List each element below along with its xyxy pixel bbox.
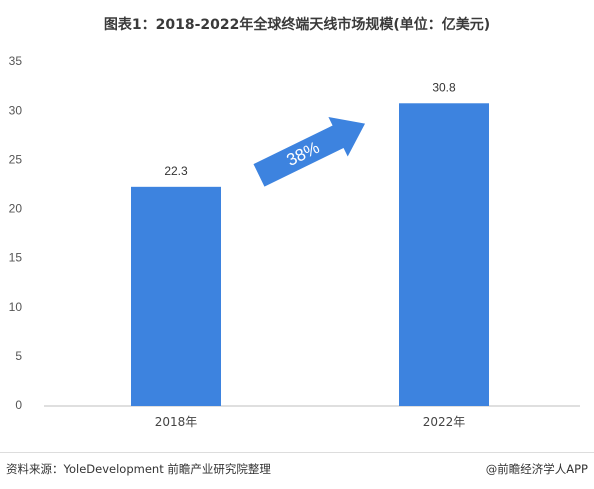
x-axis: 2018年 2022年	[155, 415, 466, 429]
y-tick-label: 30	[9, 103, 23, 117]
y-axis: 0 5 10 15 20 25 30 35	[9, 54, 23, 412]
data-label: 30.8	[432, 80, 456, 94]
brand-credit: @前瞻经济学人APP	[485, 462, 588, 476]
y-tick-label: 10	[9, 300, 23, 314]
y-tick-label: 35	[9, 54, 23, 68]
bars-group: 22.3 30.8	[131, 80, 489, 406]
growth-arrow-icon: 38%	[253, 116, 366, 187]
footer-divider	[0, 452, 594, 453]
y-tick-label: 15	[9, 251, 23, 265]
y-tick-label: 25	[9, 152, 23, 166]
y-tick-label: 20	[9, 202, 23, 216]
bar	[399, 103, 489, 406]
arrow-shape	[253, 116, 366, 187]
bar	[131, 186, 221, 406]
data-label: 22.3	[164, 164, 188, 178]
x-tick-label: 2022年	[423, 415, 466, 429]
x-tick-label: 2018年	[155, 415, 198, 429]
y-tick-label: 0	[15, 398, 22, 412]
chart-title: 图表1：2018-2022年全球终端天线市场规模(单位：亿美元)	[103, 17, 491, 33]
y-tick-label: 5	[15, 349, 22, 363]
source-note: 资料来源：YoleDevelopment 前瞻产业研究院整理	[6, 462, 271, 476]
